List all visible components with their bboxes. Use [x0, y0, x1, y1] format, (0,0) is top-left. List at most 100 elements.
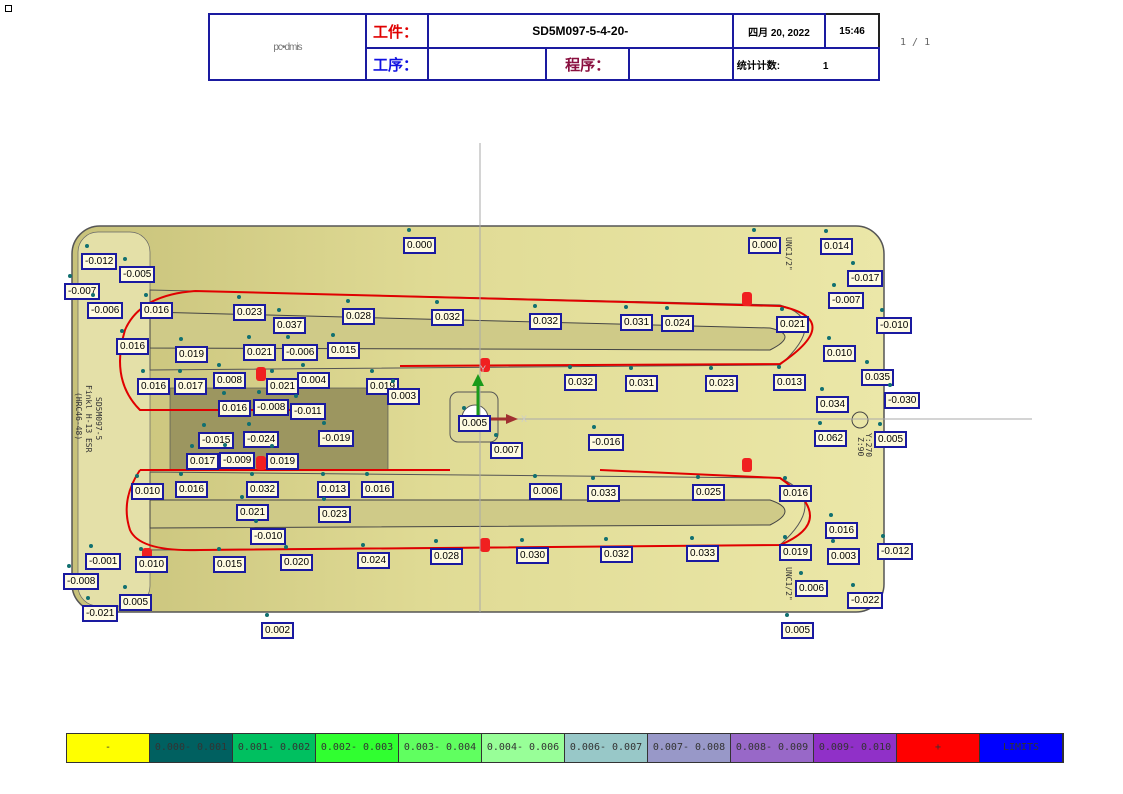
deviation-label: 0.019 [175, 346, 209, 363]
measurement-point [123, 257, 127, 261]
deviation-label: 0.010 [131, 483, 165, 500]
deviation-label: 0.015 [327, 342, 361, 359]
measurement-point [91, 293, 95, 297]
measurement-point [277, 308, 281, 312]
deviation-label: 0.024 [661, 315, 695, 332]
deviation-label: -0.010 [250, 528, 287, 545]
measurement-point [391, 379, 395, 383]
legend-bin: 0.008- 0.009 [731, 734, 814, 762]
deviation-label: 0.008 [213, 372, 247, 389]
measurement-point [217, 363, 221, 367]
deviation-label: 0.032 [529, 313, 563, 330]
measurement-point [818, 421, 822, 425]
deviation-label: 0.021 [266, 378, 300, 395]
upper-deviation-line [119, 290, 814, 411]
measurement-point [284, 545, 288, 549]
measurement-point [223, 443, 227, 447]
measurement-point [247, 422, 251, 426]
lower-channel [149, 499, 786, 529]
deviation-label: 0.032 [600, 546, 634, 563]
deviation-label: -0.016 [588, 434, 625, 451]
program-label: 程序： [544, 47, 631, 81]
measurement-point [592, 425, 596, 429]
measurement-point [820, 387, 824, 391]
deviation-label: 0.020 [280, 554, 314, 571]
legend-bin: 0.003- 0.004 [399, 734, 482, 762]
measurement-point [257, 390, 261, 394]
deviation-label: 0.005 [874, 431, 908, 448]
deviation-label: 0.015 [213, 556, 247, 573]
measurement-point [494, 433, 498, 437]
program-value [628, 47, 734, 81]
deviation-label: 0.019 [779, 544, 813, 561]
measurement-point [435, 300, 439, 304]
relief-notch [256, 456, 266, 470]
measurement-point [370, 369, 374, 373]
measurement-point [144, 293, 148, 297]
measurement-point [624, 305, 628, 309]
measurement-point [265, 613, 269, 617]
deviation-label: -0.022 [847, 592, 884, 609]
part-drawing: X Y SD5M097-5 Finkl H-13 ESR (HRC46-48) … [71, 143, 1032, 613]
measurement-point [690, 536, 694, 540]
measurement-point [824, 229, 828, 233]
measurement-point [254, 519, 258, 523]
deviation-label: 0.028 [430, 548, 464, 565]
measurement-point [568, 365, 572, 369]
deviation-label: 0.032 [246, 481, 280, 498]
deviation-label: -0.008 [63, 573, 100, 590]
deviation-label: 0.023 [705, 375, 739, 392]
part-value: SD5M097-5-4-20- [426, 13, 734, 49]
measurement-point [250, 472, 254, 476]
engraving-part-number: SD5M097-5 [94, 397, 103, 441]
legend-bin: 0.006- 0.007 [565, 734, 648, 762]
measurement-point [829, 513, 833, 517]
measurement-point [777, 365, 781, 369]
deviation-label: 0.033 [587, 485, 621, 502]
deviation-label: -0.019 [318, 430, 355, 447]
deviation-label: 0.023 [318, 506, 352, 523]
measurement-point [462, 406, 466, 410]
relief-notch [742, 458, 752, 472]
measurement-point [237, 295, 241, 299]
measurement-point [240, 495, 244, 499]
measurement-point [665, 306, 669, 310]
deviation-label: 0.021 [776, 316, 810, 333]
measurement-point [68, 274, 72, 278]
deviation-label: 0.003 [387, 388, 421, 405]
report-time: 15:46 [824, 13, 880, 49]
deviation-label: -0.012 [81, 253, 118, 270]
measurement-point [520, 538, 524, 542]
measurement-point [865, 360, 869, 364]
deviation-label: 0.007 [490, 442, 524, 459]
deviation-label: 0.023 [233, 304, 267, 321]
measurement-point [321, 472, 325, 476]
measurement-point [322, 497, 326, 501]
lower-deviation-line [125, 469, 811, 552]
measurement-point [752, 228, 756, 232]
deviation-label: 0.017 [174, 378, 208, 395]
measurement-point [851, 583, 855, 587]
measurement-point [533, 304, 537, 308]
measurement-point [880, 308, 884, 312]
measurement-point [89, 544, 93, 548]
deviation-label: 0.002 [261, 622, 295, 639]
measurement-point [709, 366, 713, 370]
deviation-label: 0.016 [218, 400, 252, 417]
measurement-point [270, 369, 274, 373]
engraving-hardness: (HRC46-48) [74, 392, 83, 440]
measurement-point [696, 475, 700, 479]
measurement-point [881, 534, 885, 538]
report-date: 四月 20, 2022 [731, 13, 827, 49]
deviation-label: 0.025 [692, 484, 726, 501]
measurement-point [604, 537, 608, 541]
measurement-point [270, 444, 274, 448]
engraving-thread-top: UNC1/2" [784, 237, 793, 271]
legend-bin: - [67, 734, 150, 762]
upper-channel [149, 311, 786, 351]
deviation-label: 0.033 [686, 545, 720, 562]
deviation-label: 0.037 [273, 317, 307, 334]
deviation-label: 0.021 [243, 344, 277, 361]
legend-bin: 0.001- 0.002 [233, 734, 316, 762]
measurement-point [331, 333, 335, 337]
